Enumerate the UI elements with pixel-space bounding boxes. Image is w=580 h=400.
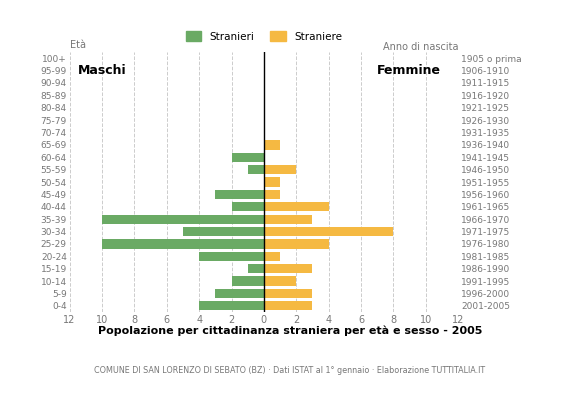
Bar (231, 276, 264, 286)
Bar (102, 214, 264, 224)
Bar (231, 152, 264, 162)
Bar (215, 289, 264, 298)
Bar (264, 289, 313, 298)
Text: Maschi: Maschi (78, 64, 126, 77)
Bar (264, 239, 329, 248)
Text: Femmine: Femmine (377, 64, 441, 77)
Bar (215, 190, 264, 199)
Bar (264, 177, 280, 187)
Bar (264, 227, 393, 236)
Text: COMUNE DI SAN LORENZO DI SEBATO (BZ) · Dati ISTAT al 1° gennaio · Elaborazione T: COMUNE DI SAN LORENZO DI SEBATO (BZ) · D… (95, 366, 485, 375)
Bar (264, 190, 280, 199)
Bar (264, 214, 313, 224)
Bar (199, 301, 264, 310)
Text: Età: Età (70, 40, 86, 50)
Bar (248, 165, 264, 174)
Bar (264, 264, 313, 273)
Bar (264, 301, 313, 310)
Bar (264, 140, 280, 150)
Bar (264, 276, 296, 286)
Bar (264, 202, 329, 212)
Bar (199, 252, 264, 261)
Bar (248, 264, 264, 273)
Legend: Stranieri, Straniere: Stranieri, Straniere (182, 27, 346, 46)
Bar (183, 227, 264, 236)
Bar (102, 239, 264, 248)
Bar (264, 252, 280, 261)
Bar (231, 202, 264, 212)
Text: Popolazione per cittadinanza straniera per età e sesso - 2005: Popolazione per cittadinanza straniera p… (98, 326, 482, 336)
Text: Anno di nascita: Anno di nascita (383, 42, 458, 52)
Bar (264, 165, 296, 174)
